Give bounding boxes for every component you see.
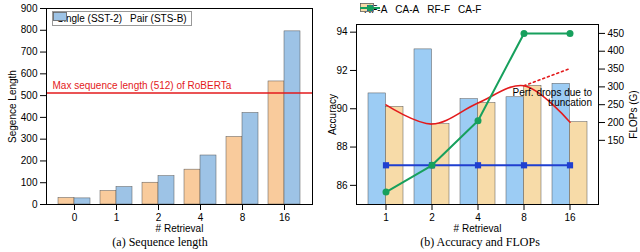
svg-text:450: 450 <box>608 28 625 39</box>
svg-text:4: 4 <box>198 212 204 223</box>
svg-text:250: 250 <box>608 99 625 110</box>
svg-text:350: 350 <box>608 63 625 74</box>
svg-text:16: 16 <box>564 212 576 223</box>
svg-text:92: 92 <box>336 65 348 76</box>
svg-text:Perf. drops due totruncation: Perf. drops due totruncation <box>513 87 593 108</box>
svg-text:1: 1 <box>114 212 120 223</box>
svg-text:2: 2 <box>429 212 435 223</box>
html-text:RF-A: RF-A <box>364 4 388 15</box>
svg-text:400: 400 <box>608 45 625 56</box>
svg-text:500: 500 <box>21 90 38 101</box>
svg-text:200: 200 <box>21 155 38 166</box>
svg-text:300: 300 <box>608 81 625 92</box>
svg-text:# Retrieval: # Retrieval <box>156 223 204 234</box>
svg-text:100: 100 <box>21 177 38 188</box>
svg-text:800: 800 <box>21 24 38 35</box>
svg-text:1: 1 <box>383 212 389 223</box>
svg-text:90: 90 <box>336 103 348 114</box>
svg-text:Accuracy: Accuracy <box>327 94 338 135</box>
html-text:CA-A: CA-A <box>395 4 420 15</box>
svg-text:Segence Length: Segence Length <box>7 70 18 143</box>
html-text:Single (SST-2): Single (SST-2) <box>57 13 122 24</box>
svg-text:4: 4 <box>475 212 481 223</box>
svg-text:8: 8 <box>521 212 527 223</box>
html-text:Pair (STS-B): Pair (STS-B) <box>130 13 187 24</box>
svg-text:600: 600 <box>21 68 38 79</box>
svg-text:300: 300 <box>21 133 38 144</box>
svg-text:86: 86 <box>336 180 348 191</box>
html-text:(b) Accuracy and FLOPs: (b) Accuracy and FLOPs <box>420 235 540 249</box>
svg-text:8: 8 <box>240 212 246 223</box>
svg-text:88: 88 <box>336 141 348 152</box>
html-text:RF-F: RF-F <box>427 4 450 15</box>
svg-text:700: 700 <box>21 46 38 57</box>
html-text:CA-F: CA-F <box>458 4 482 15</box>
html-text:(a) Sequence length: (a) Sequence length <box>112 235 208 249</box>
svg-text:900: 900 <box>21 3 38 14</box>
svg-text:400: 400 <box>21 112 38 123</box>
svg-text:200: 200 <box>608 117 625 128</box>
svg-text:150: 150 <box>608 135 625 146</box>
svg-text:0: 0 <box>32 199 38 210</box>
svg-text:2: 2 <box>156 212 162 223</box>
svg-text:94: 94 <box>336 26 348 37</box>
svg-text:Max sequence length (512) of R: Max sequence length (512) of RoBERTa <box>53 80 232 91</box>
svg-text:FLOPs (G): FLOPs (G) <box>628 90 639 138</box>
svg-text:16: 16 <box>279 212 291 223</box>
svg-text:# Retrieval: # Retrieval <box>454 223 502 234</box>
svg-text:0: 0 <box>72 212 78 223</box>
